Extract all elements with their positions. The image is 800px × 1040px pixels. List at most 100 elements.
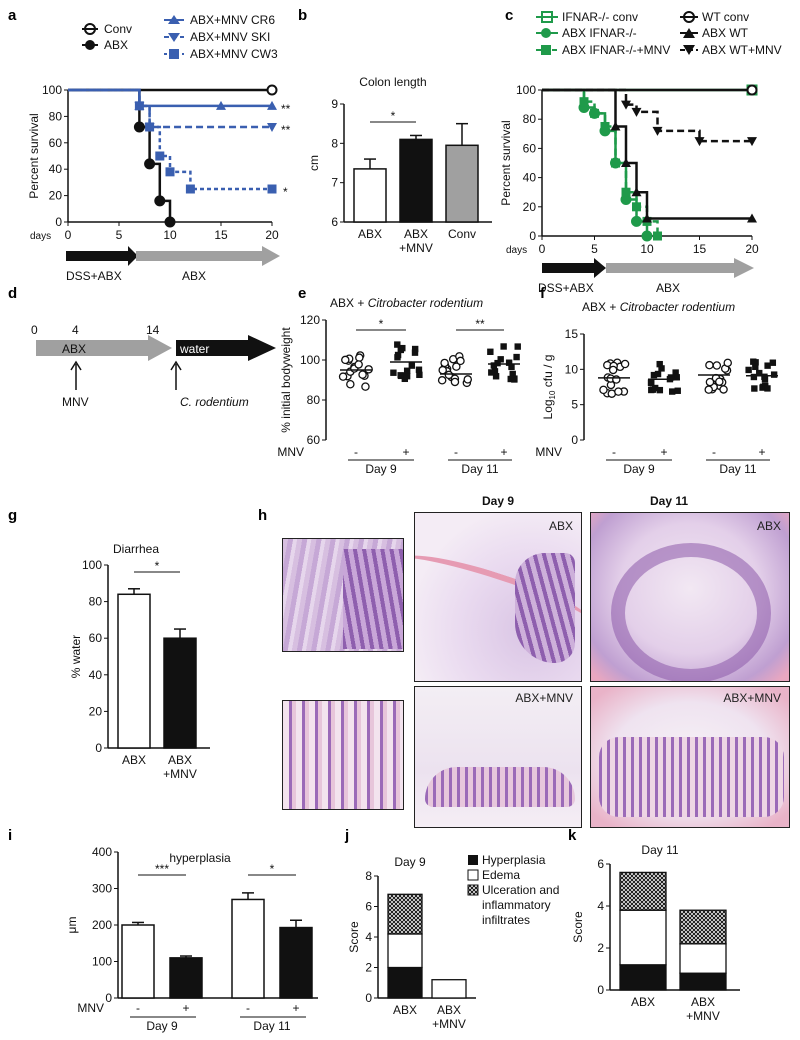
chart-b-bar-2 <box>445 144 479 223</box>
chart-e-group-3-point-5 <box>497 356 504 363</box>
chart-k-bar-0-seg-0 <box>619 964 667 991</box>
chart-f-group-1-point-14 <box>667 374 675 381</box>
chart-i-day-label-1: Day 11 <box>253 1019 290 1033</box>
chart-f-factor-label: MNV <box>535 445 562 459</box>
chart-c-series-2-point-6 <box>632 202 641 212</box>
chart-i-factor-label: MNV <box>77 1001 104 1015</box>
chart-a: 0 20 40 60 80 100 0 5 10 15 20 Percent survival days… <box>27 13 291 283</box>
legend-marker-cw3 <box>169 49 179 59</box>
chart-k-ytick-label-2: 4 <box>597 899 604 913</box>
chart-g-ytick-label-4: 80 <box>89 595 103 609</box>
chart-e-group-1-point-14 <box>411 345 419 353</box>
chart-c-series-5-point-1 <box>621 100 631 110</box>
timeline-tick-4: 4 <box>72 323 79 337</box>
chart-i-bar-1 <box>169 957 203 999</box>
legend-marker-ulceration <box>467 884 479 896</box>
chart-c-xtick-label-1: 5 <box>591 242 598 256</box>
chart-f-group-label-1: + <box>660 445 667 459</box>
chart-f-group-0-point-13 <box>608 365 618 375</box>
legend-label-cw3: ABX+MNV CW3 <box>190 47 278 61</box>
chart-e-ylabel: % initial bodyweight <box>279 327 293 433</box>
chart-a-series-4-point-5 <box>185 184 195 194</box>
chart-g-bar-0 <box>117 593 151 749</box>
chart-f-group-1-point-6 <box>647 379 655 386</box>
chart-b-bar-1 <box>399 138 433 223</box>
timeline-water-segment <box>176 335 276 361</box>
chart-j-ytick-label-3: 6 <box>365 900 372 914</box>
chart-a-series-4-point-6 <box>267 184 277 194</box>
chart-j-bar-0-seg-0 <box>387 966 423 999</box>
arrow-a-abx <box>136 246 280 266</box>
chart-g-ylabel: % water <box>69 635 83 678</box>
chart-c-series-4-point-2 <box>621 158 631 167</box>
chart-a-xtick-label-3: 15 <box>214 228 228 242</box>
chart-e-group-0-point-13 <box>354 360 363 369</box>
chart-g-ytick-label-1: 20 <box>89 704 103 718</box>
chart-e-ytick-label-0: 60 <box>307 433 321 447</box>
legend-label-conv: Conv <box>104 22 132 36</box>
chart-i-sig-label-0: *** <box>155 862 169 876</box>
legend-label-hyperplasia: Hyperplasia <box>482 853 546 867</box>
chart-e-group-2-point-14 <box>463 375 473 384</box>
chart-c-ytick-label-3: 60 <box>523 141 537 155</box>
chart-e-ytick-label-2: 100 <box>300 353 320 367</box>
chart-f: ABX + Citrobacter rodentium 0 5 10 15 Log10 … <box>535 300 778 476</box>
chart-a-series-line-2 <box>68 88 272 108</box>
legend-label-abx-wt-mnv: ABX WT+MNV <box>702 43 782 57</box>
timeline-water-label: water <box>179 342 209 356</box>
arrow-a-dssabx-label: DSS+ABX <box>66 269 122 283</box>
chart-c-series-line-4 <box>542 88 752 220</box>
chart-c-series-2-point-2 <box>590 108 599 118</box>
chart-g-sig-label: * <box>155 559 160 573</box>
chart-a-series-2-point-3 <box>267 100 277 110</box>
chart-f-group-3-point-9 <box>752 359 759 366</box>
chart-k-category-label-1-1: +MNV <box>686 1009 720 1023</box>
chart-e-group-0-point-15 <box>361 382 370 391</box>
chart-e-group-1-point-13 <box>397 372 404 379</box>
chart-k-bar-1-seg-1 <box>679 943 727 974</box>
chart-f-group-2-point-11 <box>705 360 714 370</box>
legend-j: Hyperplasia Edema Ulceration and inflamm… <box>467 853 559 927</box>
chart-c-series-4-point-4 <box>642 213 652 223</box>
panel-label-c: c <box>505 7 513 24</box>
chart-a-series-1-point-3 <box>154 195 166 207</box>
chart-e-group-3-point-10 <box>511 375 518 382</box>
legend-label-edema: Edema <box>482 868 520 882</box>
chart-f-group-2-point-7 <box>715 377 724 386</box>
legend-marker-edema <box>467 869 479 881</box>
panel-label-f: f <box>540 285 546 302</box>
chart-a-series-4-point-3 <box>155 151 165 161</box>
chart-f-group-3-point-3 <box>764 362 771 369</box>
histology-day11-abx-label: ABX <box>756 519 781 533</box>
chart-i-ytick-label-3: 300 <box>92 882 112 896</box>
chart-f-day-label-1: Day 11 <box>719 462 756 476</box>
timeline-event-mnv: MNV <box>62 395 89 409</box>
chart-f-group-0-point-7 <box>620 359 630 369</box>
chart-j-category-label-1-0: ABX <box>437 1003 461 1017</box>
chart-c-series-2-point-4 <box>611 158 620 168</box>
chart-c-ytick-label-5: 100 <box>516 83 536 97</box>
sig-a-ski: ** <box>281 123 291 137</box>
chart-e-sig-label-1: ** <box>475 317 485 331</box>
chart-e-group-1-point-10 <box>399 344 406 352</box>
chart-c-series-4-point-3 <box>631 187 642 197</box>
chart-c-series-4-point-1 <box>610 121 621 131</box>
chart-f-group-label-0: - <box>612 445 616 459</box>
sig-a-cw3: * <box>283 185 288 199</box>
chart-i-bar-0 <box>121 924 155 999</box>
chart-a-series-4-point-2 <box>145 122 155 132</box>
chart-f-group-1-point-9 <box>656 386 664 394</box>
chart-f-group-1-point-15 <box>654 370 662 378</box>
chart-k-bar-1-seg-2 <box>679 909 727 945</box>
chart-c-ylabel: Percent survival <box>499 120 513 205</box>
chart-c-series-1-point-7 <box>641 230 653 242</box>
chart-i-ylabel: μm <box>65 917 79 934</box>
chart-e-group-label-3: + <box>500 445 507 459</box>
chart-i-ytick-label-0: 0 <box>105 991 112 1005</box>
chart-b-ytick-label-3: 9 <box>331 97 338 111</box>
chart-f-group-3-point-14 <box>770 371 778 378</box>
chart-i-bar-2 <box>231 898 265 999</box>
arrow-a-abx-label: ABX <box>182 269 206 283</box>
arrow-c-abx-label: ABX <box>656 281 680 295</box>
chart-e-group-2-point-0 <box>437 376 447 385</box>
